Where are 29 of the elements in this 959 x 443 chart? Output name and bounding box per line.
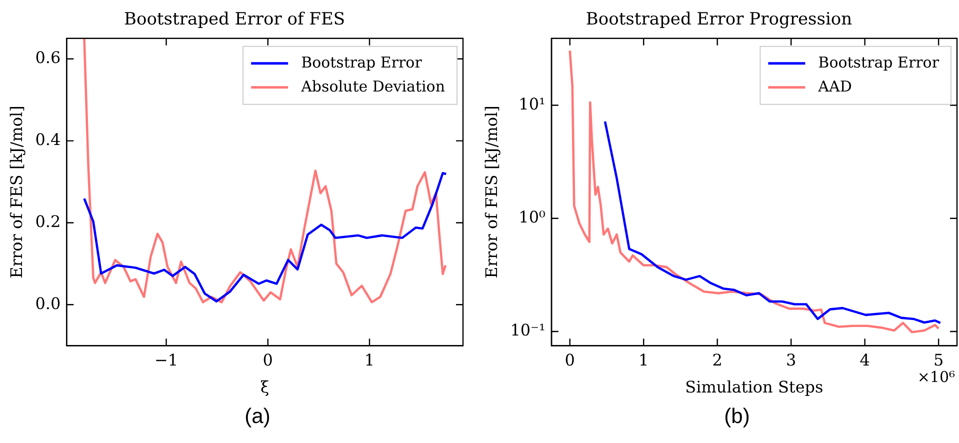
x-tick-label: 1 [364,350,375,370]
y-tick-label: 0.6 [35,48,61,68]
text: (b) [724,405,750,429]
y-axis-title: Error of FES [kJ/mol] [482,106,501,278]
text: (a) [244,405,270,429]
x-tick-label: 0 [262,350,273,370]
y-tick-label: 0.0 [35,294,61,313]
x-tick-label: 3 [786,350,796,370]
x-tick-label: 0 [564,350,575,370]
y-tick-label: 10⁻¹ [510,320,546,340]
y-tick-label: 0.4 [35,130,61,149]
x-tick-label: 5 [933,350,944,370]
x-tick-label: 2 [712,350,722,370]
text: ×10⁶ [917,368,955,386]
legend-label: AAD [817,77,852,96]
legend-label: Absolute Deviation [300,77,446,96]
x-tick-label: 1 [638,350,649,370]
y-tick-label: 10⁰ [518,208,546,227]
y-tick-label: 10¹ [518,94,546,114]
chart-title: Bootstraped Error Progression [586,10,852,30]
legend-label: Bootstrap Error [818,53,940,72]
chart-title: Bootstraped Error of FES [124,10,346,30]
x-axis-title: Simulation Steps [685,378,824,397]
x-tick-label: 4 [860,350,870,370]
y-axis-title: Error of FES [kJ/mol] [6,106,26,278]
y-tick-label: 0.2 [35,212,61,231]
legend-label: Bootstrap Error [301,53,423,72]
x-tick-label: −1 [154,350,178,370]
x-axis-title: ξ [260,378,270,397]
